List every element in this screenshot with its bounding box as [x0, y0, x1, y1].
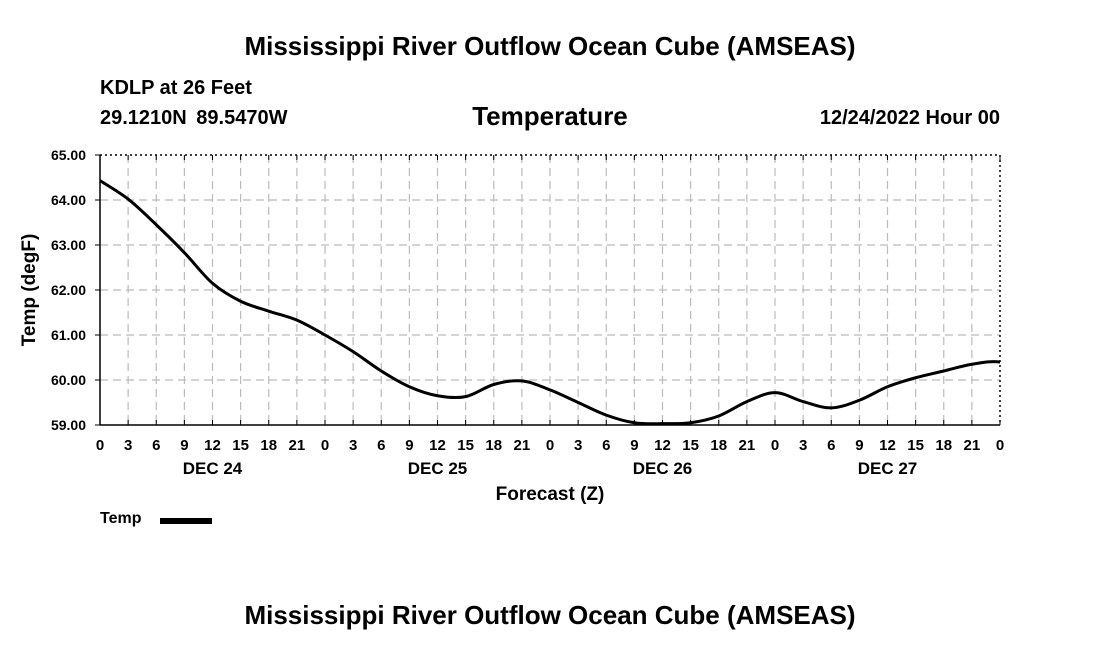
x-day-label: DEC 26: [633, 459, 693, 478]
x-day-label: DEC 27: [858, 459, 918, 478]
y-tick-label: 63.00: [51, 237, 86, 253]
y-tick-label: 61.00: [51, 327, 86, 343]
x-day-label: DEC 24: [183, 459, 243, 478]
x-axis-title: Forecast (Z): [496, 484, 605, 505]
x-tick-label: 12: [429, 437, 446, 454]
x-tick-label: 15: [682, 437, 699, 454]
x-tick-label: 18: [710, 437, 727, 454]
x-tick-label: 6: [377, 437, 385, 454]
x-tick-label: 3: [799, 437, 807, 454]
x-tick-label: 15: [907, 437, 924, 454]
series-line-temp: [100, 179, 1000, 426]
legend-label: Temp: [100, 510, 142, 527]
x-tick-label: 0: [321, 437, 329, 454]
x-tick-label: 9: [855, 437, 863, 454]
x-tick-label: 12: [204, 437, 221, 454]
x-tick-label: 21: [289, 437, 306, 454]
x-tick-label: 6: [152, 437, 160, 454]
x-tick-label: 6: [602, 437, 610, 454]
x-tick-label: 21: [964, 437, 981, 454]
x-tick-label: 9: [630, 437, 638, 454]
y-tick-label: 65.00: [51, 147, 86, 163]
chart-subtitle: Temperature: [472, 101, 628, 131]
y-tick-label: 59.00: [51, 417, 86, 433]
y-tick-label: 64.00: [51, 192, 86, 208]
x-tick-label: 18: [935, 437, 952, 454]
x-day-label: DEC 25: [408, 459, 468, 478]
x-tick-label: 21: [739, 437, 756, 454]
x-tick-label: 15: [457, 437, 474, 454]
x-tick-label: 3: [349, 437, 357, 454]
y-tick-label: 62.00: [51, 282, 86, 298]
y-tick-label: 60.00: [51, 372, 86, 388]
station-label: KDLP at 26 Feet: [100, 77, 252, 99]
x-tick-label: 3: [574, 437, 582, 454]
station-coordinates: 29.1210N 89.5470W: [100, 107, 288, 129]
y-axis-title: Temp (degF): [19, 234, 40, 347]
x-tick-label: 0: [771, 437, 779, 454]
x-tick-label: 9: [180, 437, 188, 454]
x-tick-label: 12: [879, 437, 896, 454]
x-tick-label: 6: [827, 437, 835, 454]
x-tick-label: 15: [232, 437, 249, 454]
x-tick-label: 3: [124, 437, 132, 454]
chart-footer-title: Mississippi River Outflow Ocean Cube (AM…: [244, 600, 856, 630]
x-tick-label: 18: [260, 437, 277, 454]
x-tick-label: 21: [514, 437, 531, 454]
x-tick-label: 0: [546, 437, 554, 454]
chart-main-title: Mississippi River Outflow Ocean Cube (AM…: [244, 31, 856, 61]
x-tick-label: 0: [96, 437, 104, 454]
x-tick-label: 9: [405, 437, 413, 454]
x-tick-label: 18: [485, 437, 502, 454]
x-tick-label: 12: [654, 437, 671, 454]
x-tick-label: 0: [996, 437, 1004, 454]
legend-line-swatch: [160, 518, 212, 524]
forecast-datetime: 12/24/2022 Hour 00: [819, 107, 1000, 129]
